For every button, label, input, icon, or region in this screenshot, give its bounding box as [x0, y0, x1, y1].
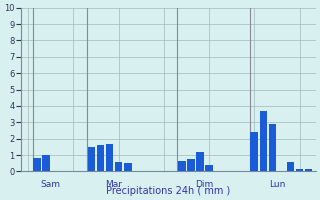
Text: Dim: Dim — [196, 180, 214, 189]
Text: Mar: Mar — [106, 180, 123, 189]
Bar — [196, 152, 204, 171]
Bar — [205, 165, 213, 171]
X-axis label: Précipitations 24h ( mm ): Précipitations 24h ( mm ) — [106, 185, 230, 196]
Bar — [187, 159, 195, 171]
Bar — [97, 145, 104, 171]
Bar — [296, 169, 303, 171]
Text: Lun: Lun — [269, 180, 285, 189]
Bar — [178, 161, 186, 171]
Bar — [268, 124, 276, 171]
Bar — [260, 111, 267, 171]
Bar — [43, 155, 50, 171]
Bar — [305, 169, 312, 171]
Text: Sam: Sam — [41, 180, 61, 189]
Bar — [124, 163, 132, 171]
Bar — [88, 147, 95, 171]
Bar — [287, 162, 294, 171]
Bar — [115, 162, 123, 171]
Bar — [251, 132, 258, 171]
Bar — [106, 144, 113, 171]
Bar — [33, 158, 41, 171]
